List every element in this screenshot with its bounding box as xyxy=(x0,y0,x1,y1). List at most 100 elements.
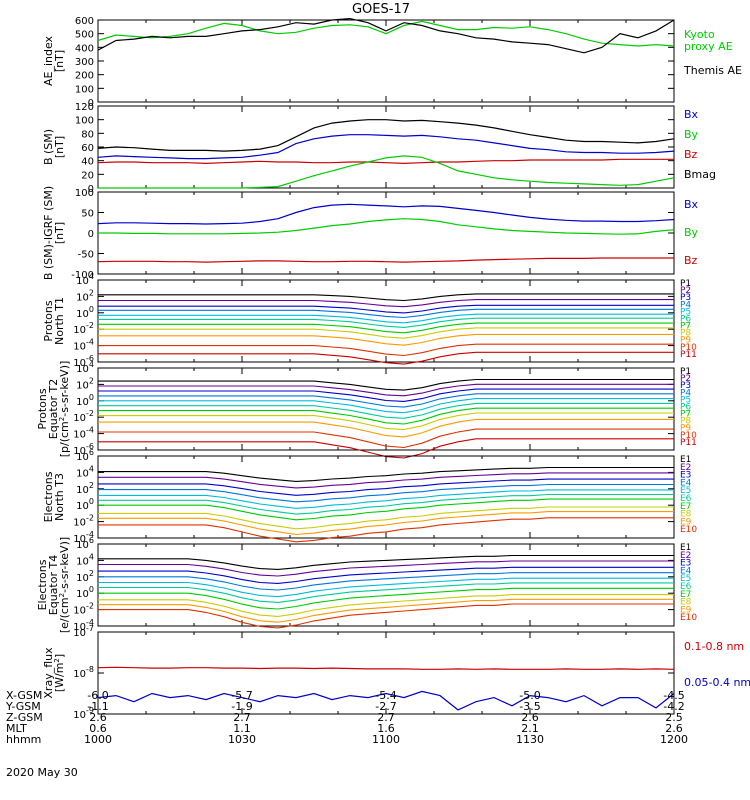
tick-label: 100 xyxy=(76,585,94,600)
legend-p6: P6 xyxy=(680,314,691,324)
y-axis-label: AE_index[nT] xyxy=(42,35,66,86)
legend-bz: Bz xyxy=(684,148,698,161)
series-e1 xyxy=(98,466,674,482)
legend-e10: E10 xyxy=(680,613,697,623)
series-bx xyxy=(97,203,675,225)
legend-p8: P8 xyxy=(680,329,691,339)
series-p8 xyxy=(98,327,674,339)
series-e6 xyxy=(98,493,674,515)
series-by xyxy=(98,218,675,235)
series-themis-ae xyxy=(97,17,675,54)
legend-p10: P10 xyxy=(680,343,697,353)
panel-2: 0 20 40 60 80 100 120 B (SM)[nT] Bx By Bz Bmag xyxy=(42,102,716,195)
x-row-label: Y-GSM xyxy=(5,700,41,713)
legend-e5: E5 xyxy=(680,574,691,584)
tick-label: 104 xyxy=(76,552,94,567)
tick-label: 100 xyxy=(76,305,94,320)
series-e8 xyxy=(98,506,674,530)
tick-label: 40 xyxy=(81,157,94,168)
tick-label: 10-6 xyxy=(73,354,94,369)
legend-p4: P4 xyxy=(680,388,691,398)
date-label: 2020 May 30 xyxy=(6,766,78,779)
plot-title: GOES-17 xyxy=(352,2,410,17)
y-axis-label: Xray_flux[W/m2] xyxy=(42,647,66,699)
series-e3 xyxy=(98,478,674,496)
legend-p3: P3 xyxy=(680,293,691,303)
series-by xyxy=(98,155,675,189)
legend-bz: Bz xyxy=(684,254,698,267)
tick-label: 100 xyxy=(75,188,94,199)
series-p10 xyxy=(98,428,674,449)
series-p10 xyxy=(98,343,674,357)
series-bx xyxy=(97,134,675,160)
legend-e6: E6 xyxy=(680,494,692,504)
x-row-value: 2.5 xyxy=(665,711,683,724)
tick-label: 300 xyxy=(75,57,94,68)
x-row-value: -5.0 xyxy=(519,689,540,702)
series-e1 xyxy=(98,554,674,570)
x-row-label: X-GSM xyxy=(6,689,42,702)
tick-label: 120 xyxy=(75,102,94,113)
series-p2 xyxy=(98,383,674,397)
series-p3 xyxy=(98,388,674,402)
tick-label: 104 xyxy=(76,464,94,479)
x-row-value: -3.5 xyxy=(519,700,540,713)
legend-e9: E9 xyxy=(680,517,692,527)
tick-label: 10-7 xyxy=(73,624,94,639)
x-row-value: -4.5 xyxy=(663,689,684,702)
series-e8 xyxy=(98,594,674,617)
legend-e4: E4 xyxy=(680,478,692,488)
tick-label: 500 xyxy=(75,30,94,41)
x-row-label: Z-GSM xyxy=(6,711,43,724)
tick-label: 0 xyxy=(88,184,94,195)
legend-p11: P11 xyxy=(680,438,697,448)
legend-themis-ae: Themis AE xyxy=(683,64,742,77)
series-p9 xyxy=(98,418,674,438)
legend-bx: Bx xyxy=(684,198,699,211)
x-row-value: 1100 xyxy=(372,733,400,746)
series-p5 xyxy=(98,313,674,324)
legend-e4: E4 xyxy=(680,566,692,576)
legend-e8: E8 xyxy=(680,510,692,520)
x-row-label: hhmm xyxy=(6,733,41,746)
x-row-value: 2.7 xyxy=(233,711,251,724)
legend-p5: P5 xyxy=(680,307,691,317)
legend-kyoto-proxy-ae: Kyoto proxy AE xyxy=(684,28,733,53)
series-p7 xyxy=(98,407,674,425)
tick-label: -50 xyxy=(78,250,94,261)
legend-p11: P11 xyxy=(680,350,697,360)
tick-label: 10-2 xyxy=(73,514,94,529)
tick-label: 100 xyxy=(75,84,94,95)
legend-e2: E2 xyxy=(680,551,691,561)
series-e9 xyxy=(98,598,674,623)
tick-label: 200 xyxy=(75,71,94,82)
panel-frame xyxy=(97,367,675,451)
series-p2 xyxy=(98,299,674,308)
x-row-value: -5.4 xyxy=(375,689,396,702)
x-row-label: MLT xyxy=(6,722,27,735)
y-axis-label: ElectronsEquator T4[e/(cm2-s-sr-keV)] xyxy=(36,537,71,633)
tick-label: 104 xyxy=(76,272,94,287)
series-p5 xyxy=(98,398,674,414)
legend-p5: P5 xyxy=(680,395,691,405)
series-p3 xyxy=(98,304,674,314)
tick-label: 102 xyxy=(76,376,94,391)
tick-label: 102 xyxy=(76,569,94,584)
x-row-value: 1000 xyxy=(84,733,112,746)
series-e5 xyxy=(98,577,674,598)
x-row-value: 2.6 xyxy=(665,722,683,735)
y-axis-label: B (SM)[nT] xyxy=(42,129,66,165)
panel-3: -100 -50 0 50 100 B (SM)-IGRF (SM)[nT] Bx By Bz xyxy=(42,186,699,281)
legend-e10: E10 xyxy=(680,525,697,535)
x-row-value: -1.1 xyxy=(87,700,108,713)
x-row-value: 0.6 xyxy=(89,722,107,735)
tick-label: 10-4 xyxy=(73,426,94,441)
y-axis-label: B (SM)-IGRF (SM)[nT] xyxy=(42,186,66,280)
legend-0-1-0-8-nm: 0.1-0.8 nm xyxy=(684,640,744,653)
legend-p1: P1 xyxy=(680,279,691,289)
tick-label: 600 xyxy=(75,16,94,27)
x-row-value: 1130 xyxy=(516,733,544,746)
